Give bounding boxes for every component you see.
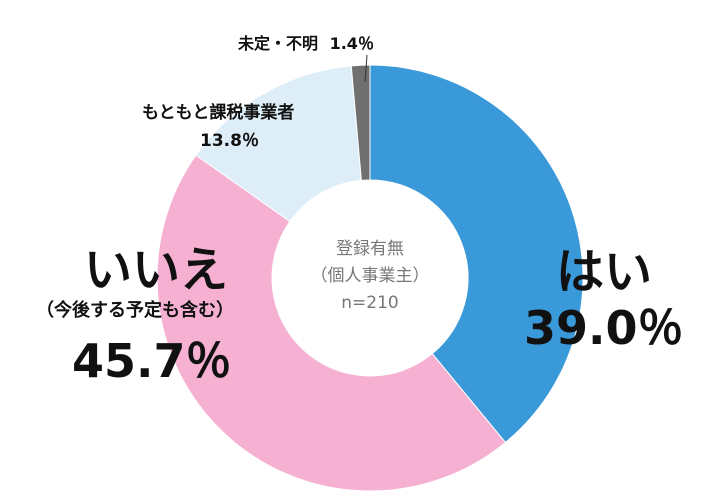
label-undecided-text: 未定・不明 xyxy=(238,34,319,53)
center-subtitle: （個人事業主） xyxy=(310,266,430,286)
center-title: 登録有無 xyxy=(336,239,404,259)
label-yes: はい xyxy=(556,244,653,300)
value-yes: 39.0％ xyxy=(524,301,684,355)
slice-already-taxable xyxy=(195,65,362,223)
slice-yes xyxy=(369,64,584,444)
sublabel-no: （今後する予定も含む） xyxy=(36,300,234,321)
center-n: n=210 xyxy=(341,293,399,313)
slice-no xyxy=(156,154,507,492)
leader-line-undecided xyxy=(364,54,368,83)
slice-undecided xyxy=(350,64,371,181)
chart-center-label: 登録有無 （個人事業主） n=210 xyxy=(250,236,490,317)
value-undecided: 1.4％ xyxy=(329,34,374,53)
label-undecided: 未定・不明 1.4％ xyxy=(238,30,374,54)
label-already-taxable: もともと課税事業者 xyxy=(142,103,295,123)
label-no: いいえ xyxy=(84,242,229,298)
value-no: 45.7％ xyxy=(72,334,232,388)
value-already-taxable: 13.8％ xyxy=(200,131,259,151)
